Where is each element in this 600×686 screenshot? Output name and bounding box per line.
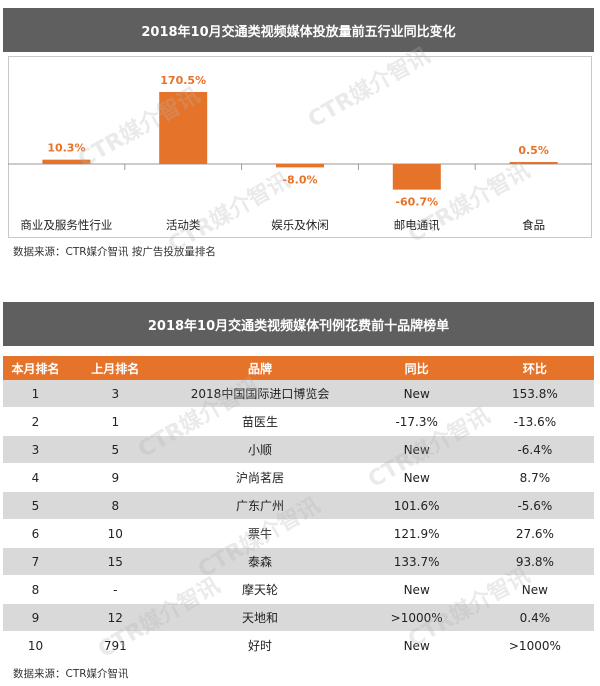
table-cell: 天地和 xyxy=(162,603,358,632)
table-cell: 9 xyxy=(68,463,163,492)
table-cell: >1000% xyxy=(357,603,476,632)
column-header: 上月排名 xyxy=(68,356,163,380)
table-cell: 8 xyxy=(68,491,163,520)
table-cell: 12 xyxy=(68,603,163,632)
column-header: 同比 xyxy=(357,356,476,380)
table-cell: 93.8% xyxy=(475,547,594,576)
table-row: 8- 摩天轮 New New xyxy=(3,575,594,604)
data-label: -60.7% xyxy=(395,196,438,209)
table-cell: 7 xyxy=(3,547,68,576)
table-cell: 27.6% xyxy=(475,519,594,548)
table-cell: New xyxy=(357,435,476,464)
table-cell: 3 xyxy=(68,380,163,408)
table-cell: -17.3% xyxy=(357,407,476,436)
category-label: 娱乐及休闲 xyxy=(271,218,329,232)
table-cell: 苗医生 xyxy=(162,407,358,436)
table-cell: New xyxy=(475,575,594,604)
table-cell: New xyxy=(357,380,476,408)
table-cell: 8.7% xyxy=(475,463,594,492)
table-cell: 153.8% xyxy=(475,380,594,408)
table-source-note: 数据来源：CTR媒介智讯 xyxy=(13,668,129,680)
bar xyxy=(42,159,91,164)
data-label: 0.5% xyxy=(518,144,549,157)
table-row: 7 15 泰森 133.7% 93.8% xyxy=(3,547,594,576)
table-cell: 6 xyxy=(3,519,68,548)
bar xyxy=(509,162,558,164)
table-cell: 1 xyxy=(3,380,68,408)
data-label: 170.5% xyxy=(160,74,206,87)
table-cell: 2018中国国际进口博览会 xyxy=(162,380,358,408)
table-cell: 好时 xyxy=(162,631,358,660)
table-cell: >1000% xyxy=(475,631,594,660)
table-row: 4 9 沪尚茗居 New 8.7% xyxy=(3,463,594,492)
bar-chart: 10.3% 商业及服务性行业 170.5% 活动类 -8.0% 娱乐及休闲 -60.7% 邮电… xyxy=(8,74,592,232)
data-label: 10.3% xyxy=(47,142,85,155)
table-cell: 票牛 xyxy=(162,519,358,548)
table-cell: 10 xyxy=(3,631,68,660)
table-cell: 791 xyxy=(68,631,163,660)
table-cell: 摩天轮 xyxy=(162,575,358,604)
table-row: 1 3 2018中国国际进口博览会 New 153.8% xyxy=(3,380,594,408)
table-cell: 121.9% xyxy=(357,519,476,548)
table-row: 3 5 小顺 New -6.4% xyxy=(3,435,594,464)
chart-title: 2018年10月交通类视频媒体投放量前五行业同比变化 xyxy=(3,8,594,52)
table-cell: 2 xyxy=(3,407,68,436)
table-cell: 10 xyxy=(68,519,163,548)
table-cell: -13.6% xyxy=(475,407,594,436)
category-label: 商业及服务性行业 xyxy=(20,218,112,232)
table-header-row: 本月排名 上月排名 品牌 同比 环比 xyxy=(3,356,594,380)
table-cell: 4 xyxy=(3,463,68,492)
category-label: 食品 xyxy=(522,218,545,232)
table-cell: 5 xyxy=(3,491,68,520)
table-cell: 广东广州 xyxy=(162,491,358,520)
category-label: 邮电通讯 xyxy=(394,218,440,232)
table-cell: 15 xyxy=(68,547,163,576)
table-cell: 小顺 xyxy=(162,435,358,464)
brand-ranking-table: 本月排名 上月排名 品牌 同比 环比 1 3 2018中国国际进口博览会 New 153.8% 2… xyxy=(3,356,594,660)
table-cell: New xyxy=(357,631,476,660)
table-title: 2018年10月交通类视频媒体刊例花费前十品牌榜单 xyxy=(3,302,594,346)
chart-frame xyxy=(8,56,592,238)
table-cell: 5 xyxy=(68,435,163,464)
table-cell: 9 xyxy=(3,603,68,632)
table-cell: -6.4% xyxy=(475,435,594,464)
table-cell: - xyxy=(68,575,163,604)
bar xyxy=(276,164,324,168)
table-row: 10 791 好时 New >1000% xyxy=(3,631,594,660)
data-label: -8.0% xyxy=(282,173,317,186)
table-cell: New xyxy=(357,463,476,492)
table-cell: 101.6% xyxy=(357,491,476,520)
table-cell: 1 xyxy=(68,407,163,436)
table-row: 5 8 广东广州 101.6% -5.6% xyxy=(3,491,594,520)
column-header: 本月排名 xyxy=(3,356,68,380)
table-cell: 泰森 xyxy=(162,547,358,576)
table-cell: -5.6% xyxy=(475,491,594,520)
table-cell: New xyxy=(357,575,476,604)
table-cell: 沪尚茗居 xyxy=(162,463,358,492)
table-row: 2 1 苗医生 -17.3% -13.6% xyxy=(3,407,594,436)
column-header: 环比 xyxy=(475,356,594,380)
bar xyxy=(392,164,441,190)
table-row: 9 12 天地和 >1000% 0.4% xyxy=(3,603,594,632)
table-cell: 3 xyxy=(3,435,68,464)
table-cell: 133.7% xyxy=(357,547,476,576)
column-header: 品牌 xyxy=(162,356,358,380)
bar xyxy=(159,92,208,164)
table-cell: 0.4% xyxy=(475,603,594,632)
table-cell: 8 xyxy=(3,575,68,604)
table-row: 6 10 票牛 121.9% 27.6% xyxy=(3,519,594,548)
chart-source-note: 数据来源：CTR媒介智讯 按广告投放量排名 xyxy=(13,246,216,258)
category-label: 活动类 xyxy=(166,218,201,232)
